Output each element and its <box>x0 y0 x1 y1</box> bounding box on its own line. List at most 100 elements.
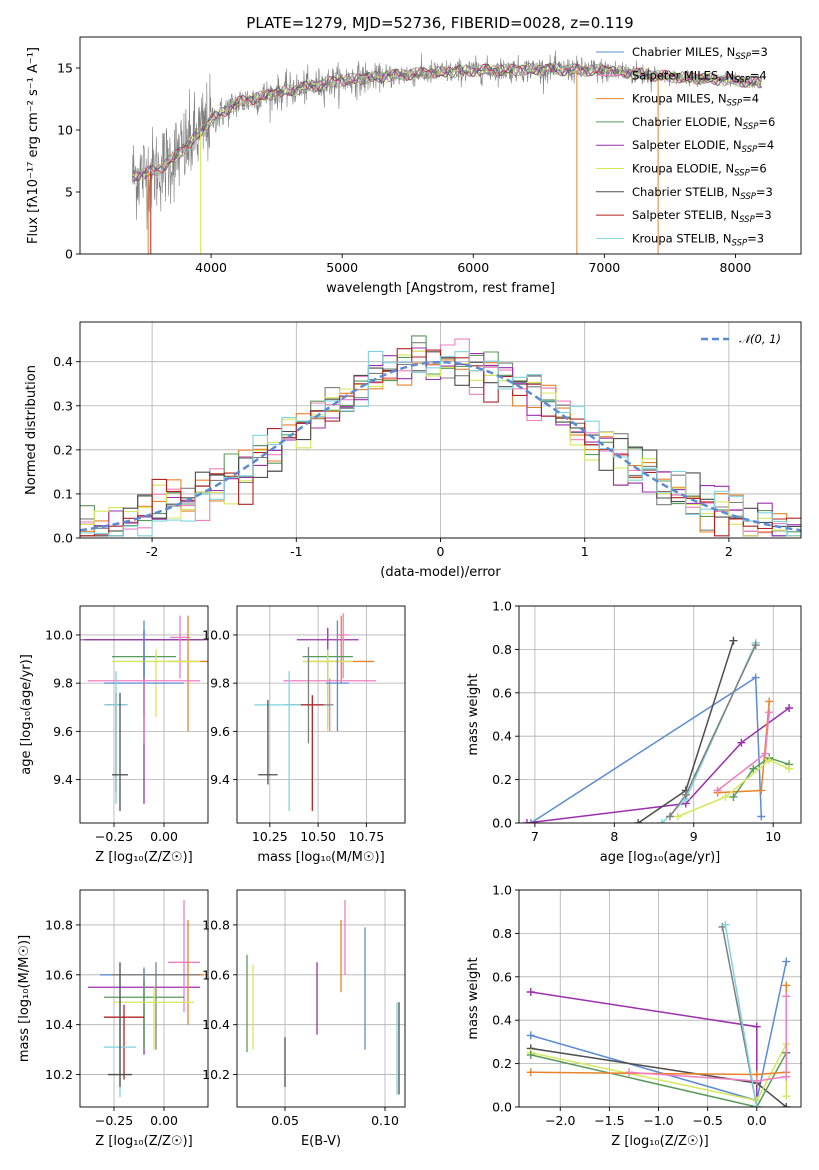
weight-marker <box>625 1068 634 1077</box>
x-tick-label: 0.10 <box>371 1113 399 1128</box>
axes-frame <box>236 889 406 1108</box>
y-tick-label: 10.6 <box>45 967 73 982</box>
y-tick-label: 0.6 <box>492 685 512 700</box>
x-tick-label: 4000 <box>195 260 227 275</box>
legend-entry: Chabrier ELODIE, NSSP=6 <box>632 115 775 132</box>
y-tick-label: 0.0 <box>53 531 73 546</box>
weight-marker <box>782 1103 791 1107</box>
x-tick-label: 1 <box>581 544 589 559</box>
weight-marker <box>657 819 666 823</box>
weight-marker <box>751 673 760 682</box>
x-tick-label: -1 <box>290 544 302 559</box>
y-tick-label: 9.6 <box>210 724 230 739</box>
weight-marker <box>782 981 791 990</box>
x-tick-label: 2 <box>725 544 733 559</box>
spectrum-model-line <box>132 63 762 182</box>
x-axis-label: Z [log₁₀(Z/Z☉)] <box>611 1134 708 1149</box>
y-tick-label: 0.8 <box>492 926 512 941</box>
weight-line <box>530 1052 787 1107</box>
weight-marker <box>526 1068 535 1077</box>
weight-marker <box>737 738 746 747</box>
weight-line <box>717 701 770 794</box>
weight-marker <box>752 1022 761 1031</box>
panel-spectrum: 4000 5000 6000 7000 8000 0 5 10 15 wavelength [An… <box>26 36 802 296</box>
panel-residuals: -2 -1 0 1 2 0.0 0.1 0.2 0.3 0.4 (data-model)/error… <box>24 321 802 580</box>
weight-marker <box>757 812 766 821</box>
y-tick-label: 9.4 <box>210 772 230 787</box>
weight-marker <box>749 764 758 773</box>
y-tick-label: 10.4 <box>45 1017 73 1032</box>
x-tick-label: 10.75 <box>348 829 384 844</box>
weight-marker <box>752 1103 761 1107</box>
y-tick-label: 5 <box>65 185 73 200</box>
panel-age-Z: −0.25 0.00 9.4 9.6 9.8 10.0 Z [log₁₀(Z/Z☉)] age… <box>19 605 209 865</box>
panel-weight-age: 7 8 9 10 0.0 0.2 0.4 0.6 0.8 1.0 age [log₁₀(age/yr… <box>466 599 802 865</box>
weight-marker <box>782 1092 791 1101</box>
weight-marker <box>721 920 730 929</box>
y-tick-label: 1.0 <box>492 599 512 614</box>
y-tick-label: 9.4 <box>53 772 73 787</box>
plot-area-weight-age <box>522 636 794 823</box>
legend-entry: Salpeter STELIB, NSSP=3 <box>632 208 772 225</box>
weight-marker <box>765 697 774 706</box>
spectrum-model-line <box>132 63 762 182</box>
y-tick-label: 0.0 <box>492 1100 512 1115</box>
x-tick-label: 10.25 <box>252 829 288 844</box>
legend-entry: Kroupa MILES, NSSP=4 <box>632 92 759 109</box>
y-tick-label: 10.2 <box>45 1067 73 1082</box>
weight-marker <box>757 786 766 795</box>
weight-marker <box>729 636 738 645</box>
weight-marker <box>729 792 738 801</box>
y-tick-label: 0.3 <box>53 398 73 413</box>
y-tick-label: 0.2 <box>492 772 512 787</box>
legend-entry: 𝒩(0, 1) <box>739 332 781 346</box>
weight-marker <box>713 786 722 795</box>
y-axis-label: mass weight <box>466 957 481 1039</box>
x-tick-label: 5000 <box>326 260 358 275</box>
plot-area-mass-EBV <box>246 899 400 1095</box>
weight-marker <box>752 1076 761 1085</box>
x-tick-label: 0.0 <box>747 1113 767 1128</box>
weight-marker <box>782 1072 791 1081</box>
legend-entry: Kroupa STELIB, NSSP=3 <box>632 231 764 248</box>
y-tick-label: 9.6 <box>53 724 73 739</box>
panel-mass-EBV: 0.05 0.10 10.2 10.4 10.6 10.8 E(B-V) <box>202 889 406 1149</box>
x-tick-label: 7 <box>531 829 539 844</box>
spectrum-model-line <box>132 62 763 179</box>
y-tick-label: 0.2 <box>492 1056 512 1071</box>
axes-frame <box>79 36 802 255</box>
x-tick-label: −0.25 <box>95 1113 133 1128</box>
weight-line <box>724 924 758 1107</box>
plot-area-mass-Z <box>88 899 204 1098</box>
x-axis-label: E(B-V) <box>301 1134 341 1149</box>
weight-marker <box>782 992 791 1001</box>
y-tick-label: 10 <box>57 123 73 138</box>
spectrum-model-line <box>132 62 763 177</box>
y-tick-label: 10.0 <box>202 627 230 642</box>
plot-area-spectrum <box>132 50 763 254</box>
y-tick-label: 15 <box>57 61 73 76</box>
weight-marker <box>785 703 794 712</box>
axes-frame <box>79 889 209 1108</box>
y-tick-label: 0.2 <box>53 442 73 457</box>
weight-line <box>677 759 790 818</box>
x-tick-label: 0.05 <box>271 1113 299 1128</box>
normal-reference-curve <box>80 360 801 532</box>
axes-frame <box>79 321 802 539</box>
y-axis-label: mass weight <box>466 673 481 755</box>
legend-entry: Kroupa ELODIE, NSSP=6 <box>632 162 767 179</box>
histogram-step <box>80 350 801 537</box>
panel-age-mass: 10.25 10.50 10.75 9.4 9.6 9.8 10.0 mass [log₁₀(… <box>202 605 406 865</box>
y-tick-label: 9.8 <box>53 676 73 691</box>
y-axis-label: Normed distribution <box>24 365 39 495</box>
weight-marker <box>634 819 643 823</box>
x-tick-label: −2.0 <box>545 1113 575 1128</box>
x-axis-label: wavelength [Angstrom, rest frame] <box>326 281 555 296</box>
weight-marker <box>681 790 690 799</box>
weight-marker <box>526 819 535 823</box>
plot-area-age-mass <box>254 613 377 811</box>
x-tick-label: 0.00 <box>150 1113 178 1128</box>
axes-frame <box>236 605 406 824</box>
y-tick-label: 0.8 <box>492 642 512 657</box>
legend-entry: Salpeter ELODIE, NSSP=4 <box>632 138 774 155</box>
